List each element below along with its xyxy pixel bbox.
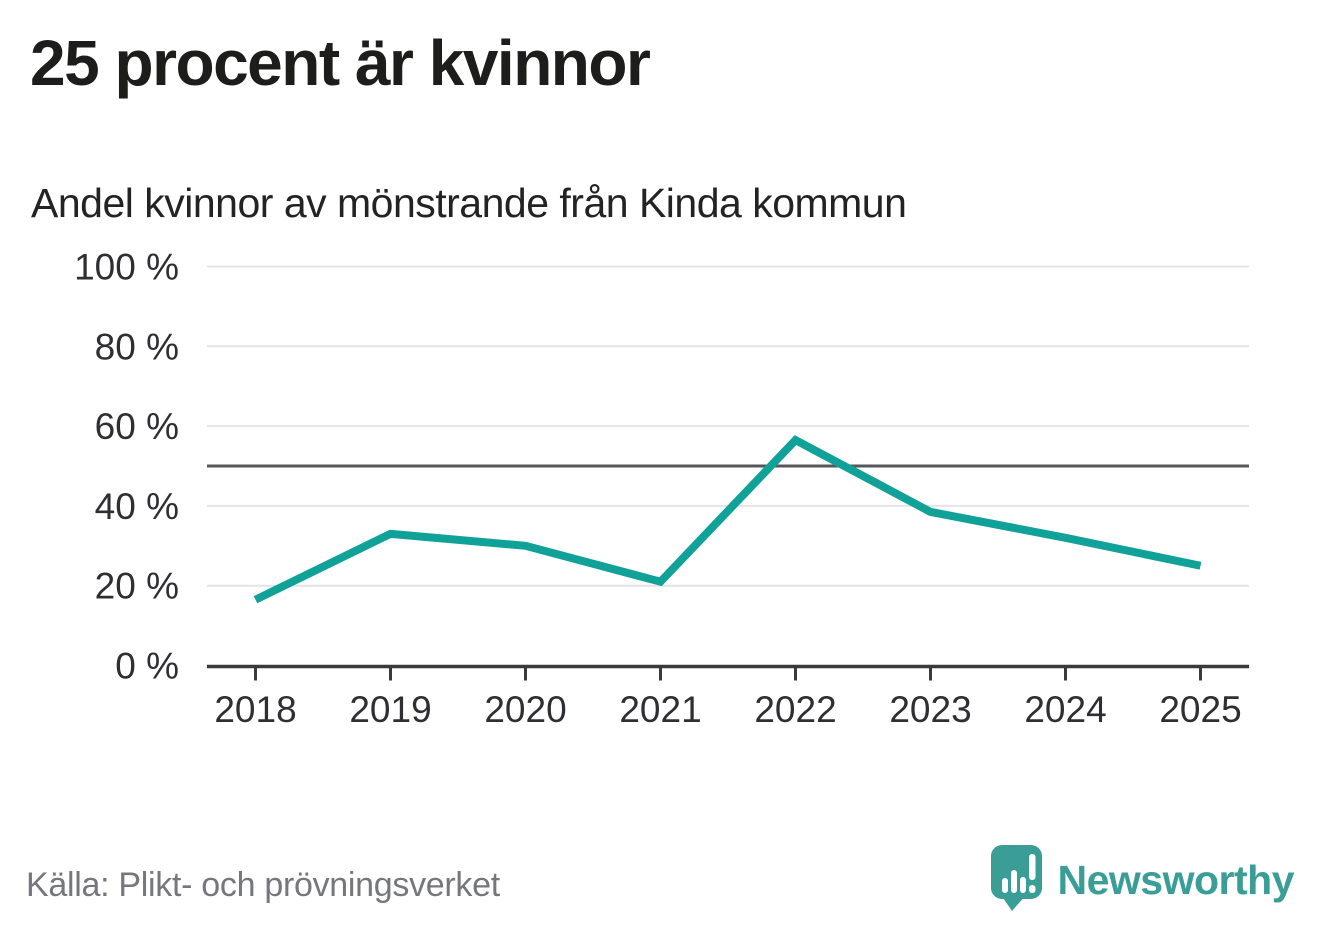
y-axis-label: 60 % [95,406,179,447]
x-axis-label: 2020 [484,689,566,730]
newsworthy-logo: Newsworthy [990,845,1295,917]
chart-subtitle: Andel kvinnor av mönstrande från Kinda k… [31,180,907,226]
chart-title: 25 procent är kvinnor [30,27,651,99]
x-axis-label: 2019 [349,689,431,730]
x-axis-label: 2024 [1024,689,1106,730]
source-note: Källa: Plikt- och prövningsverket [26,866,500,904]
y-axis-label: 40 % [95,486,179,527]
data-line [253,435,1202,604]
y-axis-label: 0 % [115,646,179,687]
newsworthy-icon [990,845,1042,911]
newsworthy-wordmark: Newsworthy [1057,857,1295,903]
y-axis-label: 80 % [95,326,179,367]
x-axis-label: 2021 [619,689,701,730]
x-axis-label: 2023 [889,689,971,730]
x-axis-label: 2022 [754,689,836,730]
x-axis-label: 2018 [214,689,296,730]
y-axis-label: 100 % [74,247,179,288]
y-axis-label: 20 % [95,566,179,607]
x-axis-label: 2025 [1159,689,1241,730]
